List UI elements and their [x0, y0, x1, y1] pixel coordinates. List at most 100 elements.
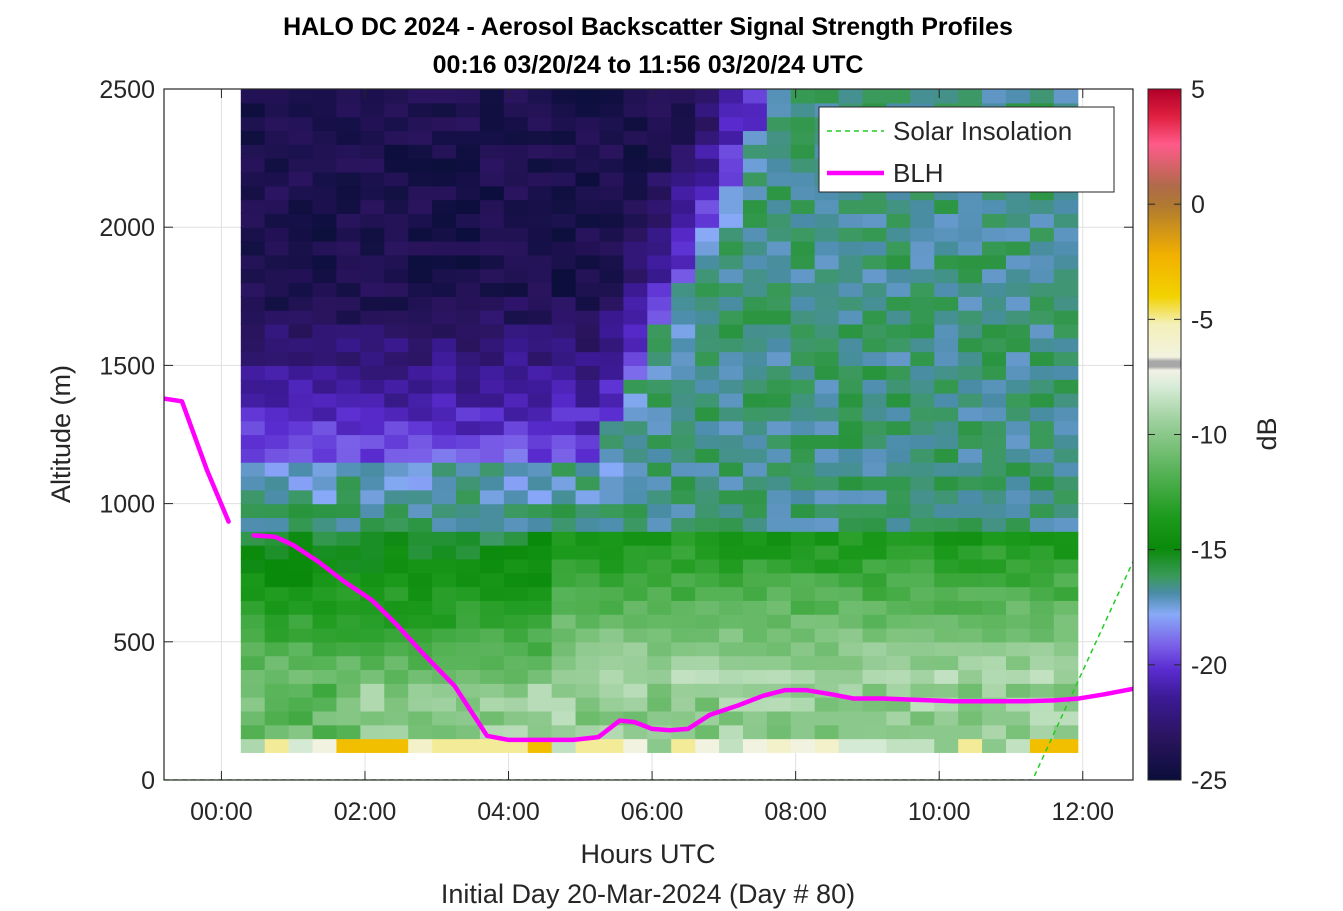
heat-cell — [886, 558, 911, 574]
heat-cell — [958, 337, 983, 353]
heat-cell — [599, 171, 624, 187]
heat-cell — [958, 627, 983, 643]
heat-cell — [862, 434, 888, 449]
heat-cell — [527, 448, 553, 463]
heat-cell — [384, 738, 409, 753]
heat-cell — [527, 724, 553, 740]
heat-cell — [1005, 323, 1031, 339]
heat-cell — [575, 116, 601, 132]
heat-cell — [910, 89, 935, 104]
heat-cell — [766, 323, 792, 339]
heat-cell — [695, 489, 720, 505]
colorbar-tick-label-1: 0 — [1191, 191, 1205, 219]
heat-cell — [408, 572, 433, 588]
heat-cell — [1005, 337, 1031, 353]
heat-cell — [1029, 641, 1055, 657]
heat-cell — [814, 337, 840, 353]
heat-cell — [695, 241, 720, 256]
heat-cell — [1005, 558, 1031, 574]
heat-cell — [1005, 282, 1031, 297]
heat-cell — [1005, 586, 1031, 601]
heat-cell — [479, 116, 505, 132]
heat-cell — [886, 393, 911, 408]
heat-cell — [1053, 379, 1079, 394]
heat-cell — [479, 669, 505, 684]
heat-cell — [838, 448, 864, 463]
heat-cell — [240, 213, 266, 228]
heat-cell — [790, 89, 816, 104]
heat-cell — [910, 323, 935, 339]
heat-cell — [408, 310, 433, 325]
heat-cell — [671, 572, 696, 588]
heat-cell — [456, 199, 481, 214]
heat-cell — [719, 420, 744, 436]
heat-cell — [719, 310, 744, 325]
colorbar: 50-5-10-15-20-25 dB — [1147, 76, 1282, 795]
heat-cell — [982, 241, 1007, 256]
heat-cell — [790, 558, 816, 574]
heat-cell — [575, 586, 601, 601]
heat-cell — [1005, 434, 1031, 449]
heat-cell — [527, 310, 553, 325]
heat-cell — [766, 545, 792, 560]
heat-cell — [862, 323, 888, 339]
heat-cell — [958, 683, 983, 698]
heat-cell — [336, 655, 361, 671]
heat-cell — [910, 282, 935, 297]
heat-cell — [312, 669, 338, 684]
heat-cell — [1029, 310, 1055, 325]
heat-cell — [766, 627, 792, 643]
heat-cell — [982, 351, 1007, 366]
heat-cell — [671, 144, 696, 159]
heat-cell — [1005, 545, 1031, 560]
heat-cell — [479, 310, 505, 325]
heat-cell — [719, 517, 744, 532]
heat-cell — [503, 558, 529, 574]
heat-cell — [479, 655, 505, 671]
heat-cell — [671, 600, 696, 615]
heat-cell — [527, 185, 553, 201]
heat-cell — [503, 420, 529, 436]
heat-cell — [551, 323, 577, 339]
heat-cell — [503, 337, 529, 353]
heat-cell — [1029, 545, 1055, 560]
heat-cell — [456, 130, 481, 145]
heat-cell — [503, 227, 529, 242]
heat-cell — [1005, 655, 1031, 671]
x-axis-label: Hours UTC — [580, 839, 715, 869]
heat-cell — [527, 669, 553, 684]
heat-cell — [742, 89, 768, 104]
heat-cell — [790, 213, 816, 228]
heat-cell — [958, 393, 983, 408]
heat-cell — [934, 475, 959, 491]
heat-cell — [312, 600, 338, 615]
heat-cell — [312, 724, 338, 740]
heat-cell — [862, 558, 888, 574]
heat-cell — [432, 310, 457, 325]
heat-cell — [1029, 241, 1055, 256]
heat-cell — [958, 420, 983, 436]
heat-cell — [1029, 89, 1055, 104]
heat-cell — [647, 337, 672, 353]
heat-cell — [1005, 627, 1031, 643]
heat-cell — [288, 89, 314, 104]
heat-cell — [360, 641, 385, 657]
heat-cell — [623, 213, 648, 228]
heat-cell — [647, 365, 672, 380]
heat-cell — [240, 282, 266, 297]
heat-cell — [695, 558, 720, 574]
heat-cell — [503, 503, 529, 519]
heat-cell — [551, 282, 577, 297]
heat-cell — [288, 572, 314, 588]
heat-cell — [288, 241, 314, 256]
heat-cell — [671, 393, 696, 408]
heat-cell — [240, 614, 266, 629]
heat-cell — [575, 600, 601, 615]
heat-cell — [1053, 558, 1079, 574]
heat-cell — [527, 102, 553, 118]
heat-cell — [1053, 434, 1079, 449]
heat-cell — [384, 448, 409, 463]
heat-cell — [671, 655, 696, 671]
heat-cell — [432, 558, 457, 574]
heat-cell — [671, 420, 696, 436]
